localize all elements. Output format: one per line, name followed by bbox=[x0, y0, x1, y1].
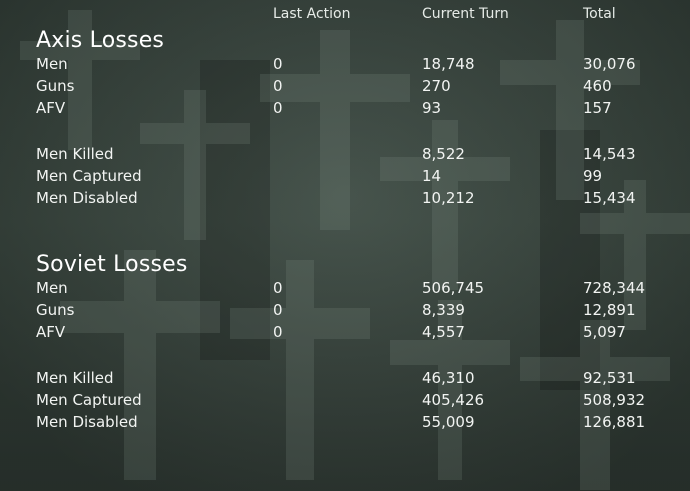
axis-row-men-killed: Men Killed 8,522 14,543 bbox=[0, 145, 690, 167]
current-turn-value: 93 bbox=[422, 99, 442, 117]
last-action-value: 0 bbox=[273, 279, 283, 297]
row-label: AFV bbox=[36, 99, 66, 117]
row-label: Men Killed bbox=[36, 369, 114, 387]
axis-row-men-captured: Men Captured 14 99 bbox=[0, 167, 690, 189]
total-value: 728,344 bbox=[583, 279, 646, 297]
grave-cross-icon bbox=[520, 320, 670, 490]
grave-cross-icon bbox=[20, 10, 140, 150]
axis-row-men-disabled: Men Disabled 10,212 15,434 bbox=[0, 189, 690, 211]
axis-row-guns: Guns 0 270 460 bbox=[0, 77, 690, 99]
total-value: 5,097 bbox=[583, 323, 626, 341]
grave-cross-icon bbox=[60, 250, 220, 480]
total-value: 14,543 bbox=[583, 145, 636, 163]
row-label: Men Captured bbox=[36, 391, 142, 409]
current-turn-value: 14 bbox=[422, 167, 442, 185]
last-action-value: 0 bbox=[273, 323, 283, 341]
last-action-value: 0 bbox=[273, 99, 283, 117]
row-label: Men Captured bbox=[36, 167, 142, 185]
grave-cross-icon bbox=[380, 120, 510, 290]
total-value: 12,891 bbox=[583, 301, 636, 319]
row-label: Men Disabled bbox=[36, 413, 138, 431]
current-turn-value: 405,426 bbox=[422, 391, 485, 409]
row-label: Men bbox=[36, 279, 68, 297]
axis-row-afv: AFV 0 93 157 bbox=[0, 99, 690, 121]
current-turn-value: 10,212 bbox=[422, 189, 475, 207]
grave-cross-icon bbox=[500, 20, 640, 200]
current-turn-value: 8,522 bbox=[422, 145, 465, 163]
row-label: Men Killed bbox=[36, 145, 114, 163]
row-label: Men Disabled bbox=[36, 189, 138, 207]
current-turn-value: 4,557 bbox=[422, 323, 465, 341]
total-value: 460 bbox=[583, 77, 612, 95]
row-label: AFV bbox=[36, 323, 66, 341]
row-label: Guns bbox=[36, 301, 75, 319]
last-action-value: 0 bbox=[273, 301, 283, 319]
total-value: 126,881 bbox=[583, 413, 646, 431]
row-label: Guns bbox=[36, 77, 75, 95]
soviet-row-men-disabled: Men Disabled 55,009 126,881 bbox=[0, 413, 690, 435]
soviet-row-men: Men 0 506,745 728,344 bbox=[0, 279, 690, 301]
grave-cross-icon bbox=[580, 180, 690, 330]
current-turn-value: 18,748 bbox=[422, 55, 475, 73]
soviet-row-afv: AFV 0 4,557 5,097 bbox=[0, 323, 690, 345]
row-label: Men bbox=[36, 55, 68, 73]
total-value: 92,531 bbox=[583, 369, 636, 387]
grave-cross-icon bbox=[140, 90, 250, 240]
last-action-value: 0 bbox=[273, 55, 283, 73]
grave-cross-icon bbox=[230, 260, 370, 480]
current-turn-value: 46,310 bbox=[422, 369, 475, 387]
current-turn-value: 270 bbox=[422, 77, 451, 95]
current-turn-value: 55,009 bbox=[422, 413, 475, 431]
axis-losses-title: Axis Losses bbox=[36, 28, 165, 53]
soviet-row-men-captured: Men Captured 405,426 508,932 bbox=[0, 391, 690, 413]
last-action-value: 0 bbox=[273, 77, 283, 95]
grave-cross-icon bbox=[260, 30, 410, 230]
total-value: 508,932 bbox=[583, 391, 646, 409]
current-turn-value: 8,339 bbox=[422, 301, 465, 319]
soviet-row-guns: Guns 0 8,339 12,891 bbox=[0, 301, 690, 323]
soviet-losses-title: Soviet Losses bbox=[36, 252, 188, 277]
total-value: 15,434 bbox=[583, 189, 636, 207]
header-last-action: Last Action bbox=[273, 6, 351, 22]
background-shadow bbox=[540, 130, 600, 390]
total-value: 99 bbox=[583, 167, 603, 185]
background-shadow bbox=[200, 60, 270, 360]
total-value: 157 bbox=[583, 99, 612, 117]
grave-cross-icon bbox=[390, 300, 510, 480]
header-total: Total bbox=[583, 6, 616, 22]
axis-row-men: Men 0 18,748 30,076 bbox=[0, 55, 690, 77]
total-value: 30,076 bbox=[583, 55, 636, 73]
soviet-row-men-killed: Men Killed 46,310 92,531 bbox=[0, 369, 690, 391]
header-current-turn: Current Turn bbox=[422, 6, 509, 22]
current-turn-value: 506,745 bbox=[422, 279, 485, 297]
